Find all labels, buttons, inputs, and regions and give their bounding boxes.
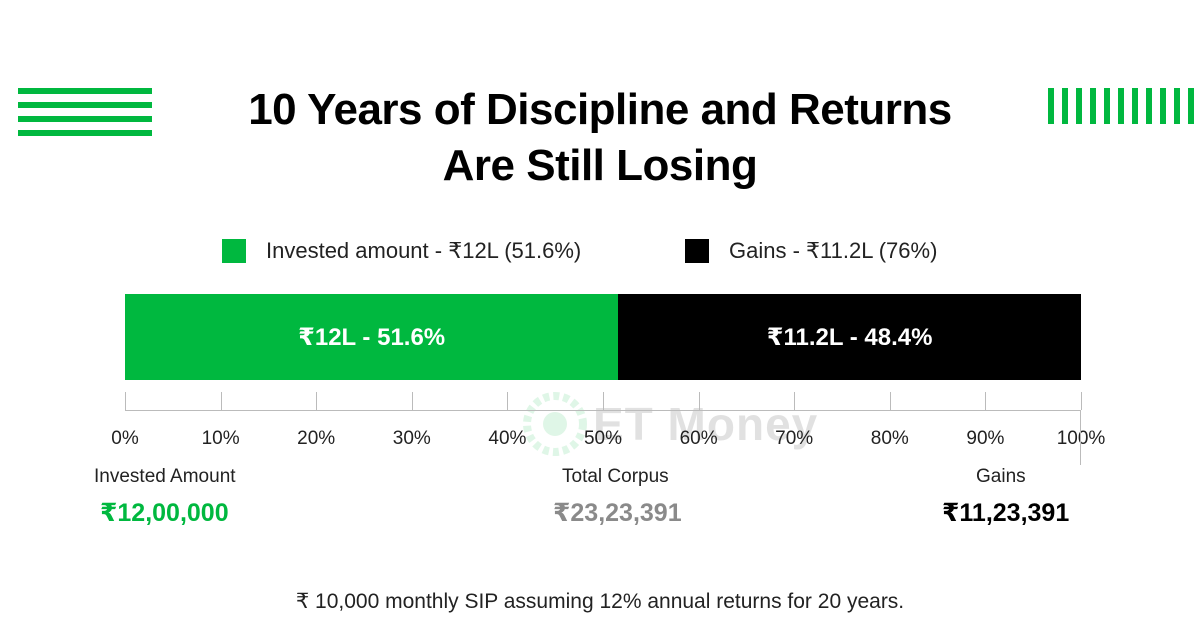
x-tick-label: 10% <box>201 428 240 449</box>
bar-data-label: ₹12L - 51.6% <box>298 323 446 351</box>
x-tick <box>125 392 126 410</box>
x-tick <box>411 392 413 410</box>
x-tick-label: 0% <box>111 428 139 449</box>
watermark-text: ET Money <box>593 398 819 450</box>
summary-gains-value: ₹11,23,391 <box>942 499 1070 527</box>
chart-title-line2: Are Still Losing <box>442 141 758 190</box>
decor-stripes-left <box>18 88 152 144</box>
summary-invested-label: Invested Amount <box>94 466 236 487</box>
x-axis-end-marker <box>1080 411 1081 465</box>
legend-swatch-gains <box>685 239 709 263</box>
x-tick <box>316 392 318 410</box>
x-tick-label: 50% <box>583 428 623 449</box>
summary-invested-value: ₹12,00,000 <box>100 499 229 527</box>
legend-label-invested: Invested amount - ₹12L (51.6%) <box>266 238 582 263</box>
x-tick <box>698 392 700 410</box>
x-tick-label: 40% <box>488 428 527 449</box>
summary-corpus-label: Total Corpus <box>562 466 669 487</box>
x-tick-label: 70% <box>775 428 814 449</box>
x-tick-label: 100% <box>1056 428 1106 449</box>
decor-stripes-right <box>1048 88 1200 124</box>
et-money-logo-icon <box>523 392 587 456</box>
x-tick <box>1081 392 1082 410</box>
x-tick <box>985 392 987 410</box>
chart-title: 10 Years of Discipline and Returns Are S… <box>0 82 1200 194</box>
legend-swatch-invested <box>222 239 246 263</box>
x-axis-line <box>125 410 1081 411</box>
x-tick-label: 60% <box>679 428 718 449</box>
x-tick <box>794 392 796 410</box>
x-tick <box>603 392 604 410</box>
legend-item-invested: Invested amount - ₹12L (51.6%) <box>222 238 581 264</box>
legend-item-gains: Gains - ₹11.2L (76%) <box>685 238 937 264</box>
x-tick-label: 80% <box>870 428 909 449</box>
x-tick-label: 90% <box>966 428 1005 449</box>
x-tick-label: 20% <box>297 428 336 449</box>
et-money-watermark: ET Money <box>523 392 818 456</box>
bar-segment-invested: ₹12L - 51.6% <box>125 294 619 380</box>
x-tick-label: 30% <box>392 428 431 449</box>
x-tick <box>889 392 891 410</box>
footnote: ₹ 10,000 monthly SIP assuming 12% annual… <box>295 590 905 613</box>
x-tick <box>507 392 509 410</box>
x-tick <box>220 392 222 410</box>
bar-data-label: ₹11.2L - 48.4% <box>766 323 933 351</box>
chart-title-line1: 10 Years of Discipline and Returns <box>248 85 952 134</box>
summary-corpus-value: ₹23,23,391 <box>553 499 682 527</box>
bar-segment-gains: ₹11.2L - 48.4% <box>618 294 1081 380</box>
summary-gains-label: Gains <box>976 466 1026 487</box>
legend-label-gains: Gains - ₹11.2L (76%) <box>729 238 938 263</box>
